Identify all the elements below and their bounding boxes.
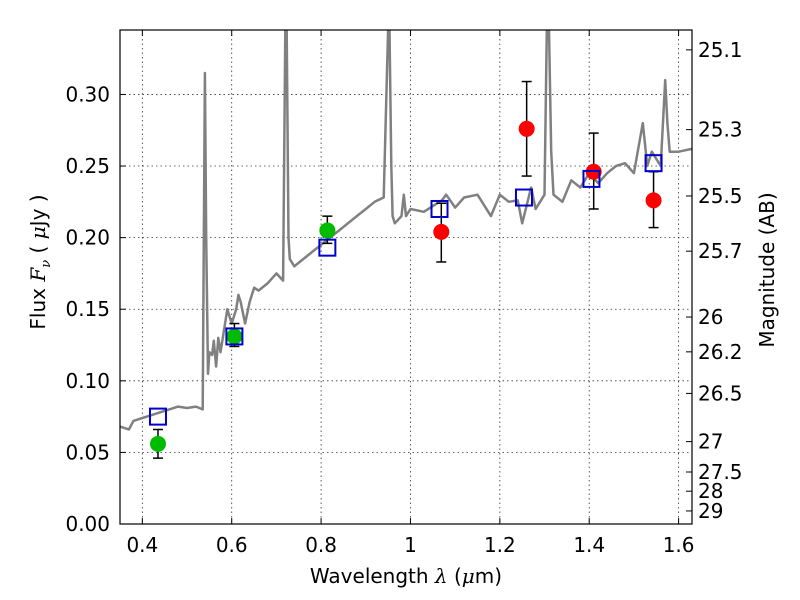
x-tick-label-5: 1.4 bbox=[573, 533, 605, 557]
magnitude-tick-label-0: 25.1 bbox=[698, 38, 743, 62]
magnitude-tick-label-8: 27.5 bbox=[698, 460, 743, 484]
x-axis-label: Wavelength λ (μm) bbox=[310, 564, 502, 588]
y-tick-label-0: 0.00 bbox=[65, 512, 110, 536]
x-tick-label-2: 0.8 bbox=[305, 533, 337, 557]
magnitude-tick-label-5: 26.2 bbox=[698, 340, 743, 364]
plot-frame bbox=[119, 29, 693, 525]
data-point-1-3 bbox=[645, 192, 662, 209]
y-tick-label-5: 0.25 bbox=[65, 154, 110, 178]
model-band-point-1 bbox=[225, 327, 244, 346]
x-tick-label-6: 1.6 bbox=[663, 533, 695, 557]
y-tick-label-3: 0.15 bbox=[65, 297, 110, 321]
model-band-point-5 bbox=[582, 169, 601, 188]
magnitude-tick-label-6: 26.5 bbox=[698, 381, 743, 405]
model-band-point-4 bbox=[514, 188, 533, 207]
data-point-0-0 bbox=[149, 435, 166, 452]
data-point-1-0 bbox=[433, 223, 450, 240]
x-tick-label-3: 1 bbox=[404, 533, 417, 557]
magnitude-tick-label-7: 27 bbox=[698, 430, 723, 454]
magnitude-tick-label-2: 25.5 bbox=[698, 184, 743, 208]
model-band-point-2 bbox=[318, 238, 337, 257]
magnitude-tick-label-1: 25.3 bbox=[698, 118, 743, 142]
y2-axis-label: Magnitude (AB) bbox=[755, 192, 779, 347]
model-band-point-6 bbox=[644, 154, 663, 173]
magnitude-tick-label-9: 28 bbox=[698, 479, 723, 503]
y-tick-label-4: 0.20 bbox=[65, 226, 110, 250]
data-point-0-2 bbox=[319, 222, 336, 239]
y-axis-label: Flux Fν ( μJy ) bbox=[26, 194, 54, 329]
model-spectrum bbox=[120, 30, 692, 431]
model-band-point-3 bbox=[430, 199, 449, 218]
grid-layer bbox=[120, 30, 692, 524]
magnitude-tick-label-4: 26 bbox=[698, 305, 723, 329]
magnitude-tick-label-10: 29 bbox=[698, 499, 723, 523]
model-band-point-0 bbox=[148, 407, 167, 426]
y-tick-label-1: 0.05 bbox=[65, 440, 110, 464]
y-tick-label-2: 0.10 bbox=[65, 369, 110, 393]
x-tick-label-0: 0.4 bbox=[126, 533, 158, 557]
data-point-1-1 bbox=[518, 120, 535, 137]
magnitude-tick-label-3: 25.7 bbox=[698, 239, 743, 263]
data-point-0-1 bbox=[226, 328, 243, 345]
y-tick-label-6: 0.30 bbox=[65, 82, 110, 106]
axis-ticks: 0.4 0.6 0.8 1 1.2 1.4 1.6 0.00 0.05 0.10 0.15 0.20 0… bbox=[65, 30, 743, 557]
x-tick-label-1: 0.6 bbox=[216, 533, 248, 557]
photometry-points bbox=[148, 80, 663, 459]
x-tick-label-4: 1.2 bbox=[484, 533, 516, 557]
model-spectrum-line bbox=[120, 30, 692, 431]
